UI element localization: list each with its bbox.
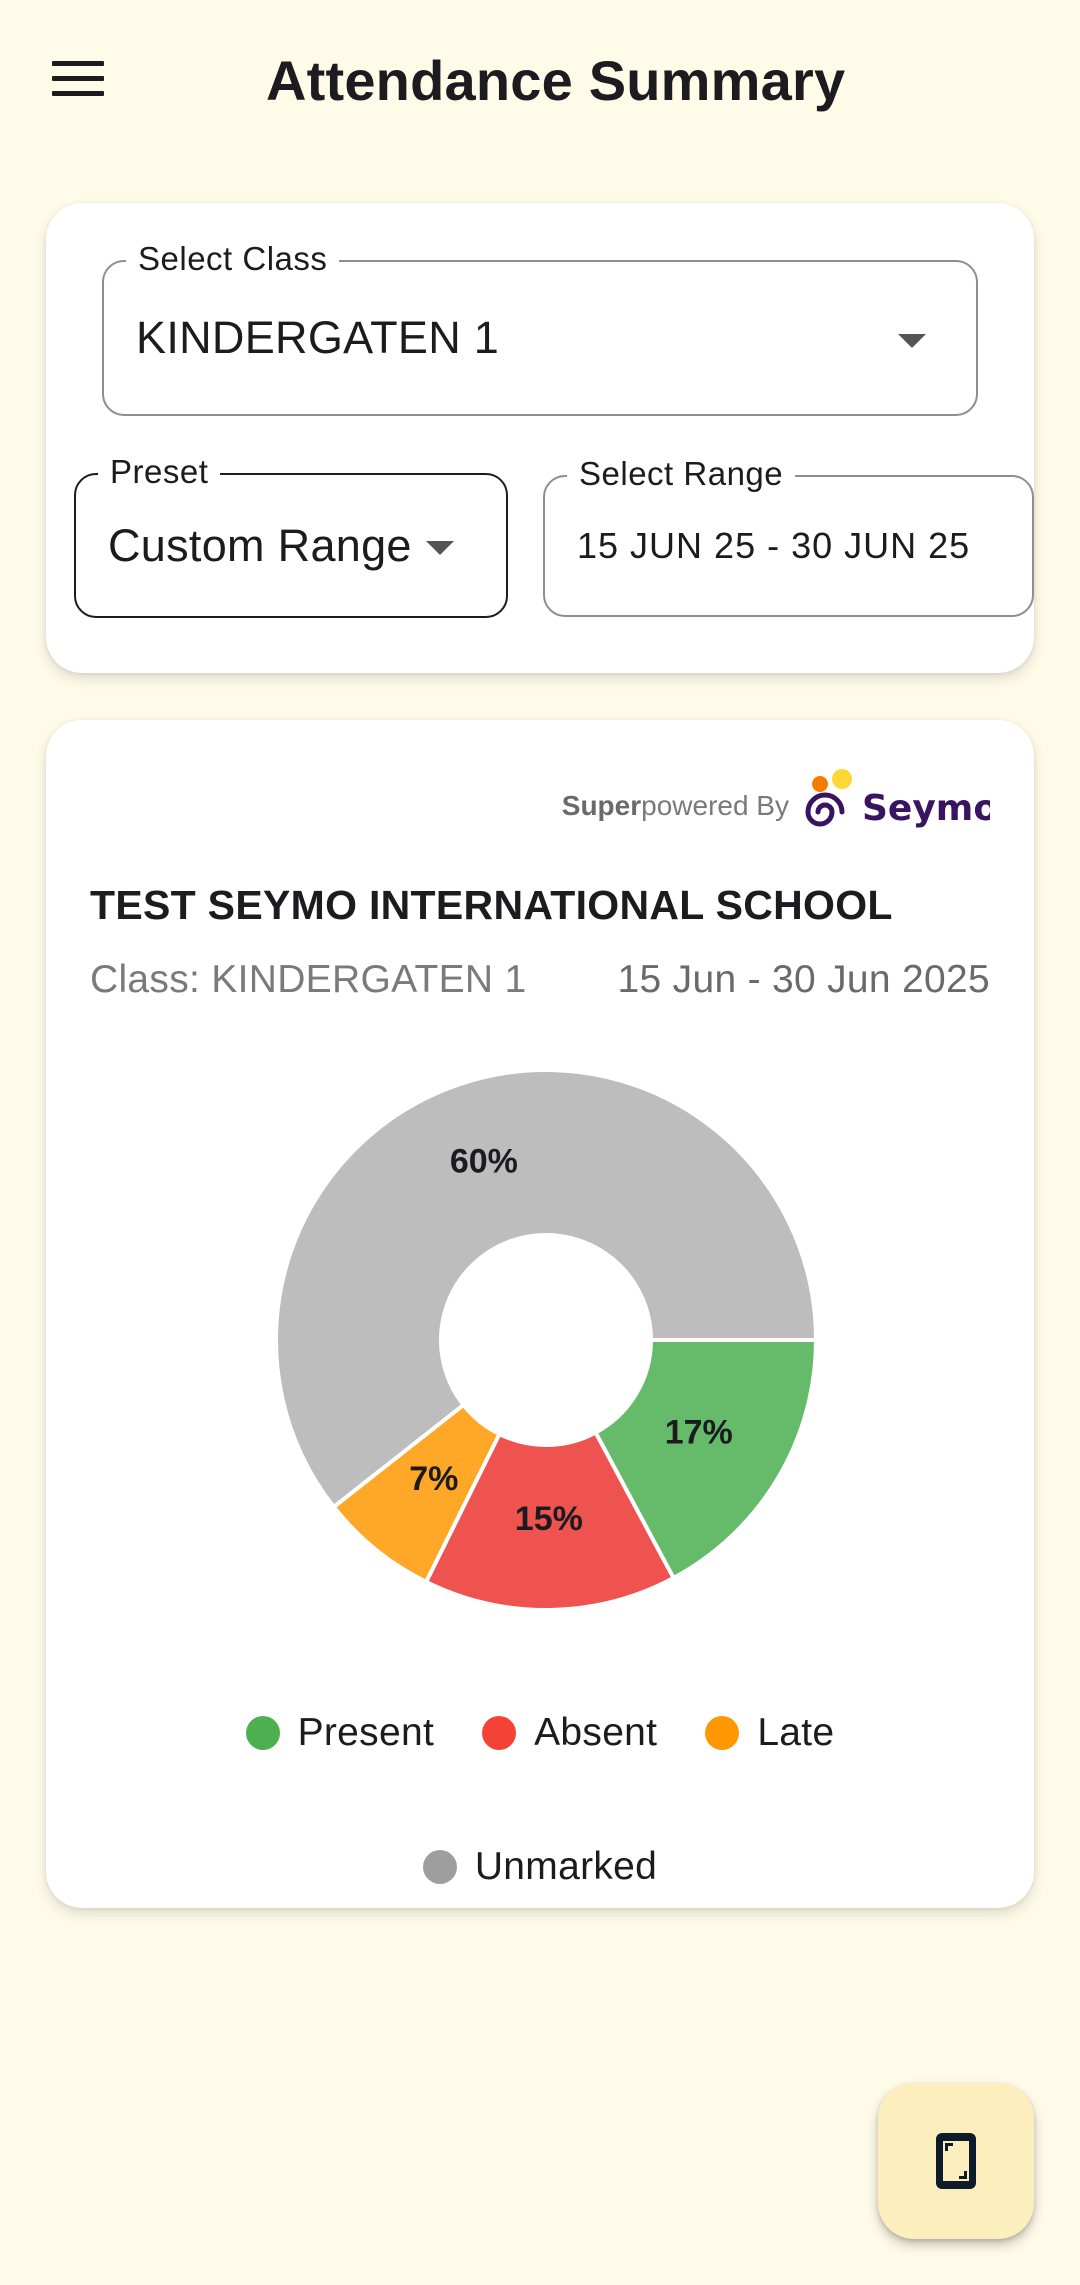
filters-card (46, 203, 1034, 673)
menu-line (52, 75, 104, 81)
powered-by-super: Super (561, 790, 642, 821)
class-select-label: Select Class (126, 239, 340, 279)
donut-label-absent: 15% (515, 1500, 583, 1538)
powered-by-rest: powered By (641, 790, 789, 821)
legend-item-present: Present (245, 1710, 435, 1756)
donut-slice-unmarked (274, 1068, 819, 1510)
app-bar: Attendance Summary (0, 0, 1080, 160)
phone-screen-icon (936, 2133, 976, 2189)
hamburger-menu-icon[interactable] (40, 45, 116, 111)
donut-label-unmarked: 60% (450, 1142, 518, 1180)
donut-label-present: 17% (665, 1413, 733, 1451)
legend-label-absent: Absent (534, 1711, 658, 1754)
legend-dot-absent (482, 1716, 517, 1750)
date-range-field[interactable]: Select Range 15 JUN 25 - 30 JUN 25 (543, 454, 1034, 617)
legend-dot-present (245, 1716, 280, 1750)
menu-line (52, 60, 104, 66)
page-title: Attendance Summary (266, 49, 846, 112)
logo-text: Seymo (862, 788, 990, 829)
attendance-report-card: Superpowered By Seymo TEST SEYMO INTERNA… (46, 720, 1034, 1908)
menu-line (52, 90, 104, 96)
donut-label-late: 7% (409, 1460, 458, 1498)
chart-legend: Present Absent Late Unmarked (46, 1710, 1034, 1890)
powered-by-text: Superpowered By (562, 790, 789, 822)
dropdown-arrow-icon (898, 334, 926, 348)
seymo-logo: Seymo (805, 769, 990, 829)
legend-dot-late (705, 1716, 740, 1750)
class-select[interactable]: Select Class KINDERGATEN 1 (102, 239, 978, 416)
legend-item-absent: Absent (482, 1710, 657, 1756)
fab-button[interactable] (878, 2083, 1034, 2239)
preset-select[interactable]: Preset Custom Range (74, 452, 508, 618)
legend-label-unmarked: Unmarked (474, 1845, 658, 1888)
legend-label-late: Late (757, 1711, 835, 1754)
date-range-value: 15 JUN 25 - 30 JUN 25 (577, 525, 971, 566)
date-info: 15 Jun - 30 Jun 2025 (617, 958, 990, 1001)
preset-select-value: Custom Range (108, 520, 412, 571)
preset-select-label: Preset (98, 452, 221, 492)
attendance-donut-chart: 17% 15% 7% 60% (274, 1068, 819, 1612)
date-range-label: Select Range (567, 454, 796, 494)
school-name: TEST SEYMO INTERNATIONAL SCHOOL (90, 882, 893, 928)
class-info: Class: KINDERGATEN 1 (90, 958, 527, 1001)
legend-label-present: Present (297, 1711, 435, 1754)
legend-item-late: Late (705, 1710, 834, 1756)
donut-slice-present (592, 1338, 819, 1581)
donut-slice-absent (423, 1429, 677, 1612)
legend-item-unmarked: Unmarked (422, 1844, 658, 1890)
legend-dot-unmarked (422, 1850, 457, 1884)
dropdown-arrow-icon (426, 541, 454, 555)
class-select-value: KINDERGATEN 1 (136, 312, 500, 363)
